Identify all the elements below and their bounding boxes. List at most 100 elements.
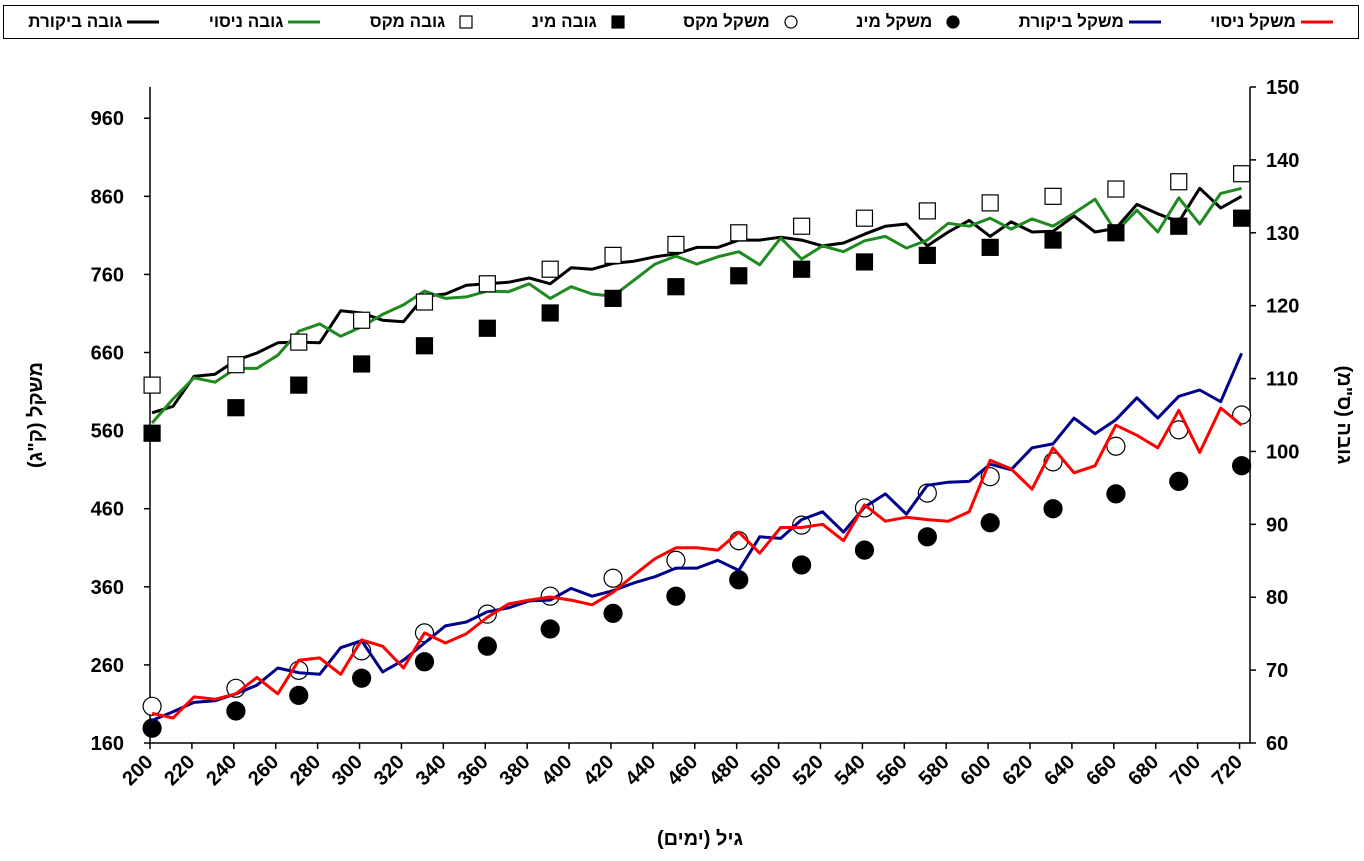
y-tick-label: 560 xyxy=(91,421,124,443)
x-tick-label: 540 xyxy=(831,751,870,790)
square-marker xyxy=(290,333,308,351)
series-line xyxy=(151,186,1243,415)
y2-tick-label: 130 xyxy=(1266,223,1299,245)
square-marker xyxy=(793,217,811,235)
series-line xyxy=(151,406,1243,720)
legend-item: גובה ביקורת xyxy=(28,12,160,32)
legend-item: גובה ניסוי xyxy=(209,12,322,32)
x-tick-label: 420 xyxy=(579,751,618,790)
square-marker xyxy=(667,235,685,254)
circle-marker xyxy=(729,531,749,551)
square-marker xyxy=(459,15,473,29)
y2-tick-label: 150 xyxy=(1266,77,1299,99)
x-tick-label: 440 xyxy=(621,751,660,790)
y2-tick-label: 110 xyxy=(1266,369,1298,391)
square-marker xyxy=(1044,187,1062,205)
x-tick-label: 200 xyxy=(118,751,157,790)
square-marker xyxy=(541,304,559,322)
square-marker xyxy=(918,202,936,220)
x-tick-label: 380 xyxy=(496,751,535,790)
square-marker xyxy=(981,238,999,256)
x-tick-label: 240 xyxy=(202,751,241,790)
square-marker xyxy=(793,260,811,278)
x-tick-label: 300 xyxy=(328,751,367,790)
y-tick-label: 760 xyxy=(91,264,124,286)
square-marker xyxy=(604,289,622,307)
x-tick-label: 220 xyxy=(160,751,199,790)
square-marker xyxy=(478,275,496,293)
y2-tick-label: 70 xyxy=(1266,660,1288,682)
circle-marker xyxy=(854,540,875,560)
y2-tick-label: 120 xyxy=(1266,296,1299,318)
y-tick-label: 860 xyxy=(91,186,124,208)
x-tick-label: 580 xyxy=(915,751,954,790)
y2-tick-label: 80 xyxy=(1266,587,1288,609)
circle-marker xyxy=(352,668,372,688)
y-tick-label: 160 xyxy=(91,733,124,755)
circle-marker xyxy=(226,701,246,721)
square-marker xyxy=(1170,217,1188,235)
y2-tick-label: 90 xyxy=(1266,514,1288,536)
circle-marker xyxy=(980,513,1000,533)
square-marker xyxy=(1107,180,1125,198)
x-tick-label: 700 xyxy=(1166,751,1205,790)
legend-icon xyxy=(288,20,321,24)
square-marker xyxy=(1170,173,1188,191)
legend-label: משקל מקס xyxy=(683,12,770,31)
circle-marker xyxy=(142,718,162,738)
y2-tick-label: 100 xyxy=(1266,441,1299,463)
square-marker xyxy=(611,15,625,29)
y-tick-label: 660 xyxy=(91,343,124,365)
x-tick-label: 680 xyxy=(1124,751,1163,790)
square-marker xyxy=(143,424,161,442)
circle-marker xyxy=(1232,456,1252,476)
circle-marker xyxy=(1106,436,1126,456)
x-tick-label: 260 xyxy=(244,751,283,790)
x-tick-label: 640 xyxy=(1040,751,1079,790)
legend: גובה ביקורת גובה ניסוי גובה מקס גובה מינ משק… xyxy=(3,5,1359,39)
legend-item: משקל מקס xyxy=(683,12,808,32)
legend-icon xyxy=(1300,20,1333,24)
legend-icon xyxy=(127,20,160,24)
legend-label: גובה מינ xyxy=(531,12,597,31)
legend-item: משקל ביקורת xyxy=(1019,12,1162,32)
square-marker xyxy=(855,253,874,271)
circle-marker xyxy=(142,696,162,716)
x-tick-label: 520 xyxy=(789,751,828,790)
square-marker xyxy=(1233,165,1251,183)
legend-item: גובה מקס xyxy=(370,12,484,32)
y-tick-label: 260 xyxy=(91,655,124,677)
x-tick-label: 280 xyxy=(286,751,325,790)
square-marker xyxy=(478,319,496,337)
square-marker xyxy=(227,399,245,417)
y2-tick-label: 140 xyxy=(1266,150,1299,172)
circle-marker xyxy=(603,603,623,623)
y-axis-title: משקל (ק"ג) xyxy=(25,362,47,468)
square-marker xyxy=(143,376,161,394)
legend-label: גובה מקס xyxy=(369,12,446,31)
legend-label: גובה ביקורת xyxy=(28,12,123,31)
square-marker xyxy=(541,260,559,278)
circle-marker xyxy=(414,652,435,672)
square-marker xyxy=(667,278,685,296)
x-tick-label: 340 xyxy=(412,751,451,790)
circle-marker xyxy=(784,15,798,29)
square-marker xyxy=(855,209,874,227)
square-marker xyxy=(730,224,748,242)
circle-marker xyxy=(946,15,960,29)
circle-marker xyxy=(666,550,686,570)
circle-marker xyxy=(1106,484,1126,504)
legend-icon xyxy=(784,15,798,29)
x-tick-label: 560 xyxy=(873,751,912,790)
series-line xyxy=(150,186,1242,424)
legend-label: משקל ניסוי xyxy=(1210,12,1296,31)
square-marker xyxy=(1044,231,1062,249)
y2-tick-label: 60 xyxy=(1266,733,1288,755)
square-marker xyxy=(604,246,622,264)
x-tick-label: 480 xyxy=(705,751,744,790)
circle-marker xyxy=(917,527,937,547)
circle-marker xyxy=(1043,499,1063,519)
y-tick-label: 460 xyxy=(91,499,124,521)
